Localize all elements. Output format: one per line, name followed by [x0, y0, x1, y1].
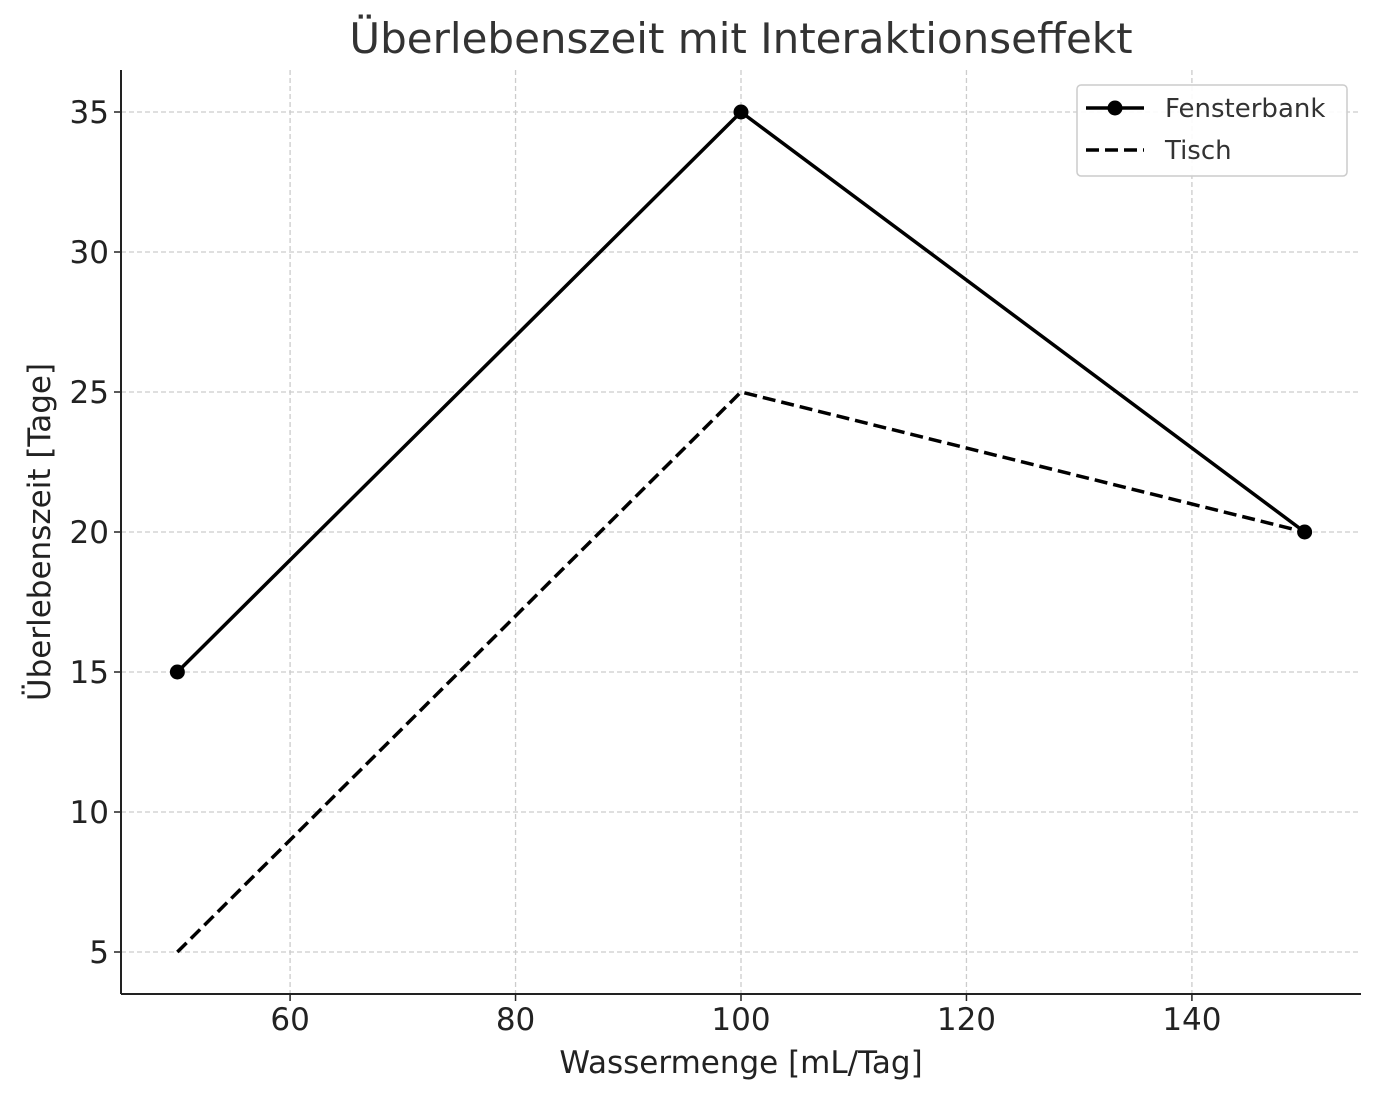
grid-lines	[121, 70, 1361, 994]
x-tick-label-120: 120	[937, 1002, 996, 1038]
x-tick-label-140: 140	[1162, 1002, 1221, 1038]
series-layer	[169, 104, 1313, 954]
legend: Fensterbank Tisch	[1076, 84, 1348, 177]
data-point-fensterbank-0	[169, 664, 185, 680]
x-tick-label-80: 80	[496, 1002, 535, 1038]
legend-label-tisch: Tisch	[1164, 136, 1232, 166]
x-tick-label-100: 100	[711, 1002, 770, 1038]
legend-marker-fensterbank	[1107, 100, 1123, 116]
y-tick-label-5: 5	[89, 935, 109, 971]
series-line-tisch	[176, 390, 1306, 954]
x-tick-label-60: 60	[270, 1002, 309, 1038]
y-tick-label-30: 30	[70, 235, 109, 271]
chart-title: Überlebenszeit mit Interaktionseffekt	[349, 13, 1132, 63]
y-tick-label-25: 25	[70, 375, 109, 411]
data-point-fensterbank-1	[733, 104, 749, 120]
x-axis-ticks: 60 80 100 120 140	[270, 994, 1221, 1038]
y-tick-label-20: 20	[70, 515, 109, 551]
y-axis-label: Überlebenszeit [Tage]	[21, 363, 58, 701]
legend-box	[1076, 84, 1348, 177]
x-axis-label: Wassermenge [mL/Tag]	[559, 1045, 922, 1081]
y-tick-label-15: 15	[70, 655, 109, 691]
y-tick-label-10: 10	[70, 795, 109, 831]
y-axis-ticks: 5 10 15 20 25 30 35	[70, 95, 121, 971]
legend-label-fensterbank: Fensterbank	[1165, 94, 1325, 124]
y-tick-label-35: 35	[70, 95, 109, 131]
